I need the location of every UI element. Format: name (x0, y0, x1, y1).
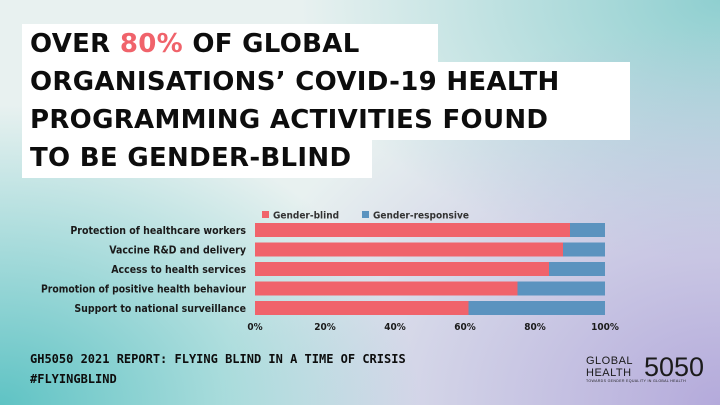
x-tick-label-0: 0% (247, 322, 262, 333)
category-label-1: Vaccine R&D and delivery (109, 245, 246, 257)
gh5050-logo: GLOBAL HEALTH 5050 TOWARDS GENDER EQUALI… (586, 352, 710, 385)
bar-gender-responsive-2 (549, 262, 605, 276)
bar-gender-blind-4 (255, 301, 469, 315)
headline-highlight-3 (22, 100, 630, 140)
bar-gender-blind-3 (255, 281, 518, 296)
legend-swatch-0 (262, 211, 269, 218)
category-label-0: Protection of healthcare workers (70, 225, 246, 237)
bar-gender-responsive-3 (517, 281, 605, 296)
x-tick-label-5: 100% (591, 322, 619, 333)
headline-line-1: OVER 80% OF GLOBAL (30, 29, 360, 59)
headline-line-2: ORGANISATIONS’ COVID-19 HEALTH (30, 67, 560, 97)
report-title: GH5050 2021 REPORT: FLYING BLIND IN A TI… (30, 352, 406, 366)
legend-swatch-1 (362, 211, 369, 218)
logo-tagline: TOWARDS GENDER EQUALITY IN GLOBAL HEALTH (586, 379, 686, 383)
bar-gender-blind-1 (255, 242, 563, 257)
legend-label-0: Gender-blind (273, 211, 339, 222)
headline-highlight-2 (22, 62, 630, 102)
bar-gender-blind-2 (255, 262, 549, 276)
logo-number: 5050 (644, 352, 705, 382)
category-label-4: Support to national surveillance (74, 303, 246, 315)
bar-gender-responsive-4 (468, 301, 605, 315)
headline-highlight-4 (22, 138, 372, 178)
x-tick-label-3: 60% (454, 322, 476, 333)
headline-highlight-1 (22, 24, 438, 64)
hashtag: #FLYINGBLIND (30, 372, 117, 386)
bar-gender-responsive-1 (563, 242, 605, 257)
legend-label-1: Gender-responsive (373, 211, 469, 222)
headline-line-4: TO BE GENDER-BLIND (30, 143, 352, 173)
logo-word-health: HEALTH (586, 367, 632, 379)
category-label-3: Promotion of positive health behaviour (41, 284, 246, 296)
x-tick-label-4: 80% (524, 322, 546, 333)
x-tick-label-2: 40% (384, 322, 406, 333)
headline-accent-percent: 80% (119, 29, 183, 59)
bar-gender-blind-0 (255, 223, 570, 237)
headline-line-3: PROGRAMMING ACTIVITIES FOUND (30, 105, 549, 135)
category-label-2: Access to health services (111, 264, 246, 276)
logo-word-global: GLOBAL (586, 355, 634, 367)
bar-gender-responsive-0 (570, 223, 605, 237)
x-tick-label-1: 20% (314, 322, 336, 333)
